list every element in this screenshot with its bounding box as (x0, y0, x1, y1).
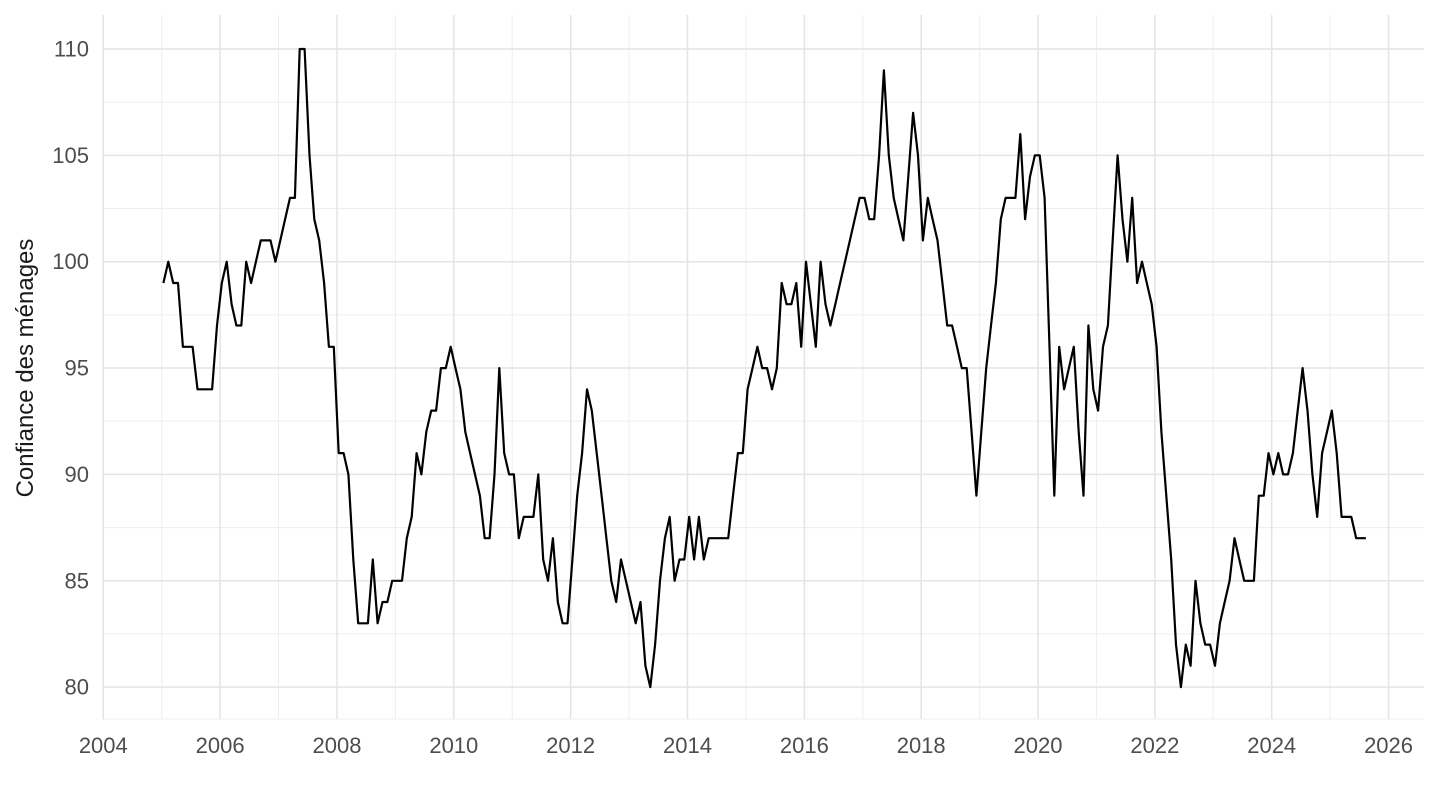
gridlines-minor (102, 15, 1424, 720)
x-axis-tick-labels: 2004 2006 2008 2010 2012 2014 2016 2018 2020 2022… (79, 733, 1413, 758)
x-tick-label: 2006 (196, 733, 245, 758)
y-tick-label: 90 (65, 462, 89, 487)
y-tick-label: 95 (65, 356, 89, 381)
x-tick-label: 2018 (897, 733, 946, 758)
x-tick-label: 2024 (1247, 733, 1296, 758)
y-tick-label: 100 (52, 249, 89, 274)
y-tick-label: 105 (52, 143, 89, 168)
y-axis-tick-labels: 80 85 90 95 100 105 110 (52, 37, 89, 700)
x-tick-label: 2014 (663, 733, 712, 758)
x-tick-label: 2004 (79, 733, 128, 758)
x-tick-label: 2022 (1130, 733, 1179, 758)
y-axis-title: Confiance des ménages (12, 239, 39, 498)
confidence-line-series (162, 47, 1366, 689)
y-tick-label: 110 (54, 37, 89, 62)
confidence-line (162, 47, 1366, 689)
x-tick-label: 2010 (429, 733, 478, 758)
x-tick-label: 2026 (1364, 733, 1413, 758)
x-tick-label: 2008 (313, 733, 362, 758)
x-tick-label: 2012 (546, 733, 595, 758)
y-tick-label: 80 (65, 675, 89, 700)
x-tick-label: 2020 (1014, 733, 1063, 758)
y-tick-label: 85 (65, 568, 89, 593)
x-tick-label: 2016 (780, 733, 829, 758)
